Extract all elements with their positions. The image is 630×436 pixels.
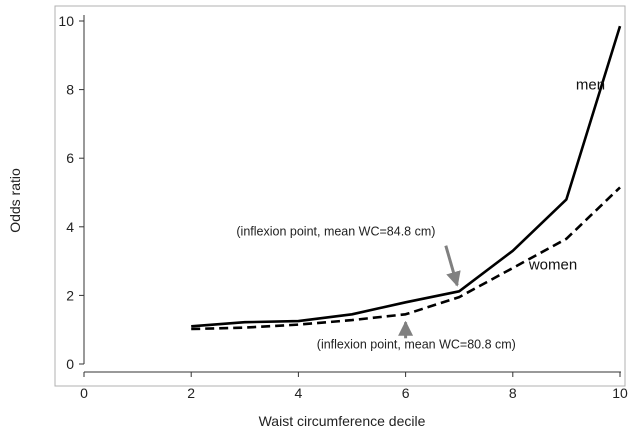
axes: 0 2 4 6 8 10 0 2 4 6 8 10 [54,5,628,401]
y-tick-label: 4 [66,219,74,235]
y-tick-label: 10 [58,13,74,29]
annotation-arrow-men [444,245,461,287]
x-axis-title: Waist circumference decile [259,413,426,429]
series-line-women [191,186,621,331]
plot-frame [54,5,626,387]
x-tick-label: 10 [612,385,628,401]
series-layer: men women [191,25,622,331]
y-tick-label: 8 [66,82,74,98]
x-tick-label: 0 [80,385,88,401]
y-axis-title: Odds ratio [7,168,23,233]
series-label-women: women [528,257,577,274]
annotation-women-inflexion: (inflexion point, mean WC=80.8 cm) [317,338,516,352]
annotation-layer: (inflexion point, mean WC=84.8 cm) (infle… [236,224,515,351]
x-tick-label: 2 [187,385,195,401]
series-line-men [191,25,622,328]
y-tick-label: 2 [66,287,74,303]
series-label-men: men [576,77,605,94]
annotation-men-inflexion: (inflexion point, mean WC=84.8 cm) [236,224,435,238]
x-tick-label: 6 [402,385,410,401]
x-tick-label: 8 [509,385,517,401]
y-tick-label: 0 [66,356,74,372]
y-tick-label: 6 [66,150,74,166]
x-tick-label: 4 [295,385,303,401]
